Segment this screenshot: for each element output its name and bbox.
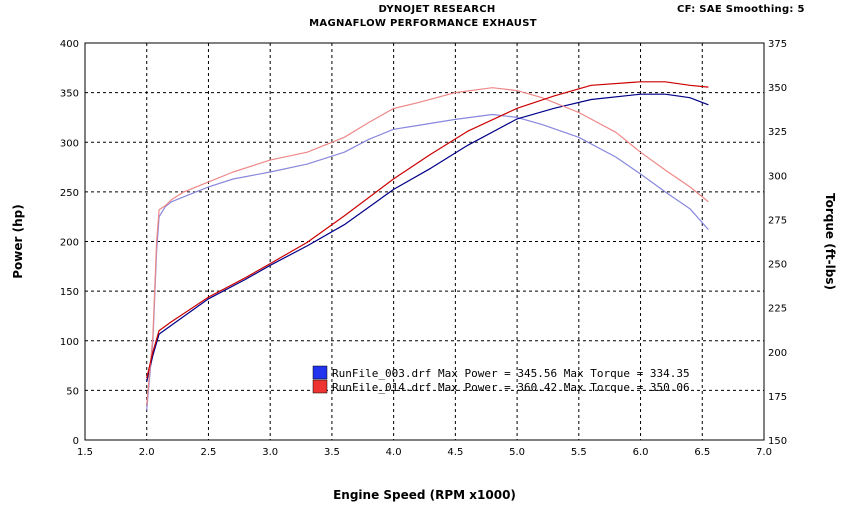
y2-tick-label: 250	[768, 260, 787, 271]
x-tick-label: 4.0	[386, 447, 402, 458]
y2-tick-label: 375	[768, 39, 787, 50]
y-tick-label: 150	[60, 287, 79, 298]
series-group	[146, 81, 709, 411]
x-tick-label: 1.5	[77, 447, 93, 458]
plot-frame	[84, 42, 765, 441]
cf-smoothing-label: CF: SAE Smoothing: 5	[677, 4, 805, 15]
y2-tick-label: 200	[768, 348, 787, 359]
x-tick-label: 3.5	[324, 447, 340, 458]
y-tick-label: 350	[60, 89, 79, 100]
legend-text: RunFile_003.drf Max Power = 345.56 Max T…	[332, 367, 690, 380]
y-tick-label: 50	[66, 386, 79, 397]
series-line-run003_power	[146, 113, 709, 411]
y2-tick-label: 225	[768, 304, 787, 315]
y-tick-label: 100	[60, 337, 79, 348]
series-line-run003_torque	[146, 93, 709, 382]
x-tick-label: 5.0	[509, 447, 525, 458]
x-tick-label: 2.5	[201, 447, 217, 458]
x-tick-label: 4.5	[447, 447, 463, 458]
y2-tick-label: 150	[768, 436, 787, 447]
x-tick-label: 6.0	[633, 447, 649, 458]
legend-swatch	[312, 379, 328, 394]
legend-text: RunFile_014.drf Max Power = 360.42 Max T…	[332, 381, 690, 394]
y-tick-label: 250	[60, 188, 79, 199]
x-tick-label: 2.0	[139, 447, 155, 458]
y-tick-label: 0	[73, 436, 79, 447]
y-axis-title: Power (hp)	[11, 204, 25, 278]
legend: RunFile_003.drf Max Power = 345.56 Max T…	[312, 365, 690, 394]
y2-tick-label: 175	[768, 392, 787, 403]
y2-tick-label: 275	[768, 215, 787, 226]
chart-title-line2: MAGNAFLOW PERFORMANCE EXHAUST	[309, 18, 537, 29]
y-tick-label: 300	[60, 138, 79, 149]
series-line-run014_power	[146, 87, 709, 406]
x-axis-title: Engine Speed (RPM x1000)	[333, 488, 516, 502]
chart-title-line1: DYNOJET RESEARCH	[378, 4, 496, 15]
x-tick-label: 6.5	[694, 447, 710, 458]
x-tick-label: 7.0	[756, 447, 772, 458]
x-tick-label: 3.0	[262, 447, 278, 458]
y2-axis-title: Torque (ft-lbs)	[823, 193, 837, 290]
legend-swatch	[312, 365, 328, 380]
y-tick-label: 200	[60, 238, 79, 249]
y2-tick-label: 350	[768, 83, 787, 94]
y2-tick-label: 325	[768, 127, 787, 138]
y2-tick-label: 300	[768, 171, 787, 182]
tick-labels: 1.5 2.0 2.5 3.0 3.5 4.0 4.5 5.0 5.5 6.0 6.5 7.0 0 50 1…	[60, 39, 787, 458]
x-tick-label: 5.5	[571, 447, 587, 458]
series-line-run014_torque	[146, 81, 709, 379]
y-tick-label: 400	[60, 39, 79, 50]
